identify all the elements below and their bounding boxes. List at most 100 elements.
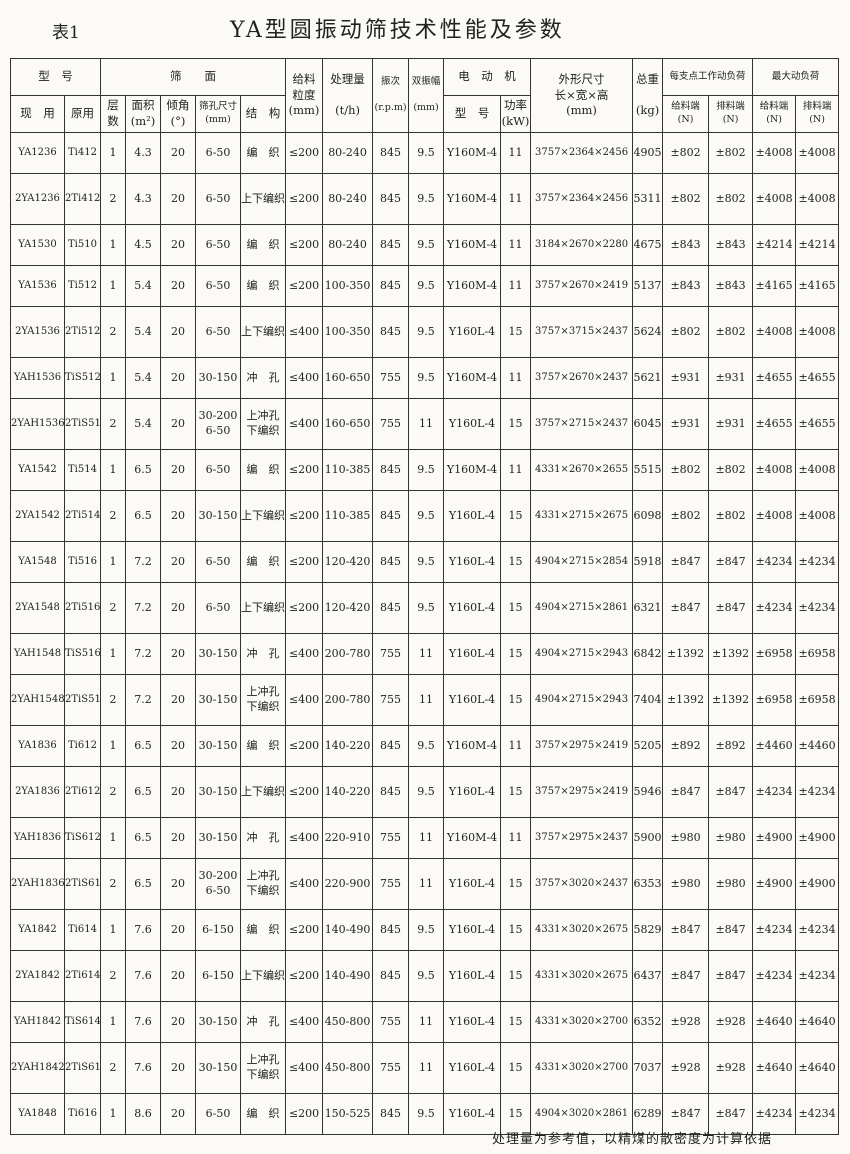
cell-angle: 20 [160, 725, 196, 767]
cell-weight: 5918 [632, 541, 664, 583]
cell-model-original: Ti614 [64, 909, 101, 951]
cell-structure: 上冲孔 下编织 [239, 398, 287, 450]
cell-aperture: 30-200 6-50 [195, 398, 241, 450]
cell-layers: 2 [100, 858, 126, 910]
cell-work-load-discharge: ±847 [708, 582, 754, 634]
cell-work-load-feed: ±847 [662, 766, 710, 818]
cell-max-load-discharge: ±4214 [795, 224, 840, 266]
header-area: 面积 (m²) [125, 95, 161, 133]
cell-area: 4.5 [125, 224, 161, 266]
table-row: 2YA1236 2Ti412 2 4.3 20 6-50 上下编织 ≤200 80-240 845… [10, 173, 840, 225]
cell-angle: 20 [160, 766, 196, 818]
cell-max-load-discharge: ±4008 [795, 306, 840, 358]
cell-model-current: 2YA1842 [10, 950, 65, 1002]
cell-structure: 上下编织 [239, 173, 287, 225]
cell-frequency: 845 [372, 541, 410, 583]
cell-motor-model: Y160M-4 [443, 357, 502, 399]
cell-frequency: 845 [372, 449, 410, 491]
cell-model-original: TiS614 [64, 1001, 101, 1043]
cell-area: 5.4 [125, 265, 161, 307]
cell-angle: 20 [160, 674, 196, 726]
cell-amplitude: 9.5 [408, 306, 445, 358]
cell-model-original: 2Ti516 [64, 582, 101, 634]
cell-max-load-feed: ±4165 [752, 265, 797, 307]
cell-aperture: 6-50 [195, 582, 241, 634]
cell-max-load-discharge: ±4655 [795, 357, 840, 399]
cell-work-load-discharge: ±980 [708, 858, 754, 910]
cell-work-load-feed: ±980 [662, 817, 710, 859]
cell-area: 6.5 [125, 725, 161, 767]
cell-structure: 编 织 [239, 132, 287, 174]
cell-dimensions: 4331×3020×2700 [530, 1001, 634, 1043]
cell-work-load-discharge: ±980 [708, 817, 754, 859]
cell-feed-size: ≤200 [285, 541, 324, 583]
cell-motor-model: Y160L-4 [443, 541, 502, 583]
cell-model-current: YAH1548 [10, 633, 65, 675]
cell-motor-power: 15 [500, 858, 532, 910]
cell-max-load-feed: ±6958 [752, 674, 797, 726]
cell-aperture: 6-150 [195, 909, 241, 951]
cell-motor-power: 11 [500, 449, 532, 491]
cell-feed-size: ≤200 [285, 725, 324, 767]
cell-capacity: 100-350 [322, 265, 374, 307]
cell-motor-power: 11 [500, 265, 532, 307]
cell-work-load-feed: ±931 [662, 398, 710, 450]
cell-work-load-discharge: ±802 [708, 449, 754, 491]
cell-aperture: 30-150 [195, 1001, 241, 1043]
cell-structure: 编 织 [239, 265, 287, 307]
cell-dimensions: 3757×2364×2456 [530, 173, 634, 225]
cell-motor-model: Y160L-4 [443, 490, 502, 542]
cell-amplitude: 9.5 [408, 950, 445, 1002]
cell-structure: 上冲孔 下编织 [239, 674, 287, 726]
header-capacity: 处理量 (t/h) [322, 58, 374, 133]
cell-layers: 2 [100, 1042, 126, 1094]
cell-work-load-feed: ±802 [662, 490, 710, 542]
cell-motor-model: Y160L-4 [443, 1042, 502, 1094]
cell-angle: 20 [160, 449, 196, 491]
cell-motor-power: 15 [500, 306, 532, 358]
cell-model-current: 2YAH1536 [10, 398, 65, 450]
cell-max-load-feed: ±4008 [752, 490, 797, 542]
cell-work-load-discharge: ±843 [708, 224, 754, 266]
cell-motor-model: Y160M-4 [443, 132, 502, 174]
cell-frequency: 755 [372, 817, 410, 859]
cell-weight: 6842 [632, 633, 664, 675]
cell-layers: 1 [100, 132, 126, 174]
cell-frequency: 845 [372, 582, 410, 634]
cell-dimensions: 4904×3020×2861 [530, 1093, 634, 1135]
cell-weight: 5205 [632, 725, 664, 767]
cell-dimensions: 4331×3020×2700 [530, 1042, 634, 1094]
cell-aperture: 30-150 [195, 490, 241, 542]
header-motor-power: 功率 (kW) [500, 95, 532, 133]
cell-angle: 20 [160, 541, 196, 583]
cell-model-current: YA1236 [10, 132, 65, 174]
cell-structure: 冲 孔 [239, 633, 287, 675]
cell-aperture: 6-50 [195, 224, 241, 266]
cell-layers: 1 [100, 449, 126, 491]
cell-max-load-discharge: ±4900 [795, 858, 840, 910]
cell-angle: 20 [160, 950, 196, 1002]
table-row: YA1536 Ti512 1 5.4 20 6-50 编 织 ≤200 100-350 845 9.… [10, 265, 840, 307]
cell-weight: 4905 [632, 132, 664, 174]
cell-weight: 5946 [632, 766, 664, 818]
cell-weight: 5515 [632, 449, 664, 491]
cell-dimensions: 3757×2670×2419 [530, 265, 634, 307]
cell-weight: 7404 [632, 674, 664, 726]
cell-area: 6.5 [125, 490, 161, 542]
cell-capacity: 100-350 [322, 306, 374, 358]
cell-model-current: YAH1836 [10, 817, 65, 859]
cell-max-load-feed: ±4008 [752, 449, 797, 491]
cell-work-load-feed: ±892 [662, 725, 710, 767]
cell-layers: 2 [100, 173, 126, 225]
cell-dimensions: 4331×2670×2655 [530, 449, 634, 491]
cell-angle: 20 [160, 398, 196, 450]
cell-feed-size: ≤400 [285, 306, 324, 358]
cell-area: 4.3 [125, 132, 161, 174]
cell-dimensions: 3757×2670×2437 [530, 357, 634, 399]
cell-angle: 20 [160, 173, 196, 225]
cell-motor-power: 15 [500, 398, 532, 450]
table-row: 2YA1842 2Ti614 2 7.6 20 6-150 上下编织 ≤200 140-490 8… [10, 950, 840, 1002]
cell-structure: 编 织 [239, 224, 287, 266]
cell-motor-power: 15 [500, 582, 532, 634]
